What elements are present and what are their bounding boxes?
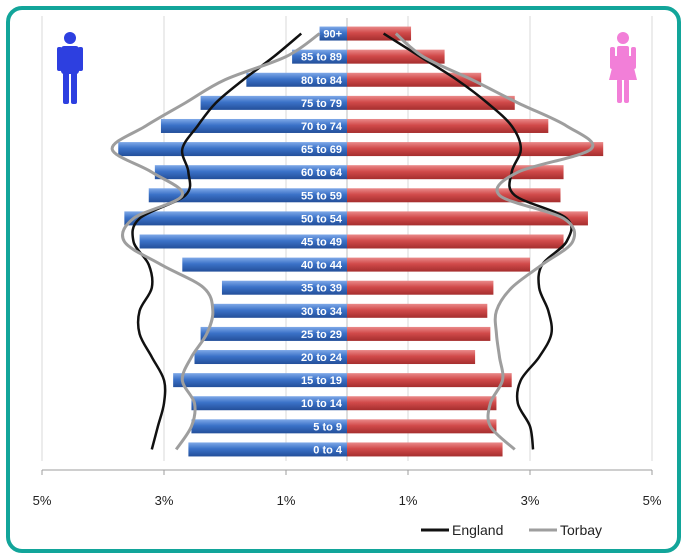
bar-male [292,49,347,64]
bar-female [347,95,515,110]
bar-female [347,442,503,457]
age-label: 30 to 34 [301,306,343,318]
age-label: 85 to 89 [301,52,342,64]
x-tick-label: 1% [277,493,296,508]
legend-england-label: England [452,522,503,538]
age-label: 90+ [323,29,342,41]
bar-male [194,350,347,365]
bar-female [347,373,512,388]
bar-female [347,118,549,133]
age-label: 80 to 84 [301,75,343,87]
bar-male [200,326,347,341]
bar-female [347,326,491,341]
female-person-icon [609,32,637,103]
x-tick-label: 3% [521,493,540,508]
bar-male [124,211,347,226]
age-labels: 0 to 4 5 to 9 10 to 14 15 to 19 20 to 24 25 t… [301,29,343,457]
age-label: 50 to 54 [301,213,343,225]
bar-female [347,26,412,41]
bar-female [347,188,561,203]
age-label: 45 to 49 [301,237,342,249]
line-england-male [131,32,303,450]
age-label: 20 to 24 [301,352,343,364]
x-tick-label: 5% [33,493,52,508]
bar-male [139,234,347,249]
bars [118,26,604,457]
x-tick-label: 3% [155,493,174,508]
bar-male [148,188,347,203]
bar-female [347,257,530,272]
bar-female [347,280,494,295]
age-label: 35 to 39 [301,283,342,295]
age-label: 40 to 44 [301,260,343,272]
x-tick-label: 5% [643,493,662,508]
series-lines [110,32,595,451]
male-person-icon [57,32,83,104]
bar-female [347,234,564,249]
line-torbay-female-female [394,32,595,451]
bar-female [347,72,482,87]
bar-male [191,419,347,434]
age-label: 60 to 64 [301,167,343,179]
age-label: 55 to 59 [301,190,342,202]
x-tick-label: 1% [399,493,418,508]
bar-female [347,303,488,318]
bar-male [191,396,347,411]
age-label: 25 to 29 [301,329,342,341]
bar-male [319,26,347,41]
bar-male [118,142,347,157]
age-label: 0 to 4 [313,444,343,456]
age-label: 15 to 19 [301,375,342,387]
bar-female [347,142,604,157]
x-axis: 5% 3% 1% 1% 3% 5% [33,469,662,508]
bar-male [200,95,347,110]
bar-female [347,396,497,411]
bar-male [246,72,347,87]
bar-male [182,257,347,272]
age-label: 70 to 74 [301,121,343,133]
age-label: 5 to 9 [313,421,342,433]
bar-male [173,373,347,388]
line-england-female [382,32,573,450]
legend-torbay-label: Torbay [560,522,602,538]
bar-male [188,442,347,457]
bar-female [347,350,476,365]
bar-male [160,118,347,133]
bar-male [212,303,347,318]
age-label: 75 to 79 [301,98,342,110]
bar-male [154,165,347,180]
bar-female [347,419,497,434]
line-torbay-male [110,32,321,451]
legend: England Torbay [421,522,602,538]
bar-female [347,211,588,226]
age-label: 65 to 69 [301,144,342,156]
age-label: 10 to 14 [301,398,343,410]
bar-male [221,280,347,295]
